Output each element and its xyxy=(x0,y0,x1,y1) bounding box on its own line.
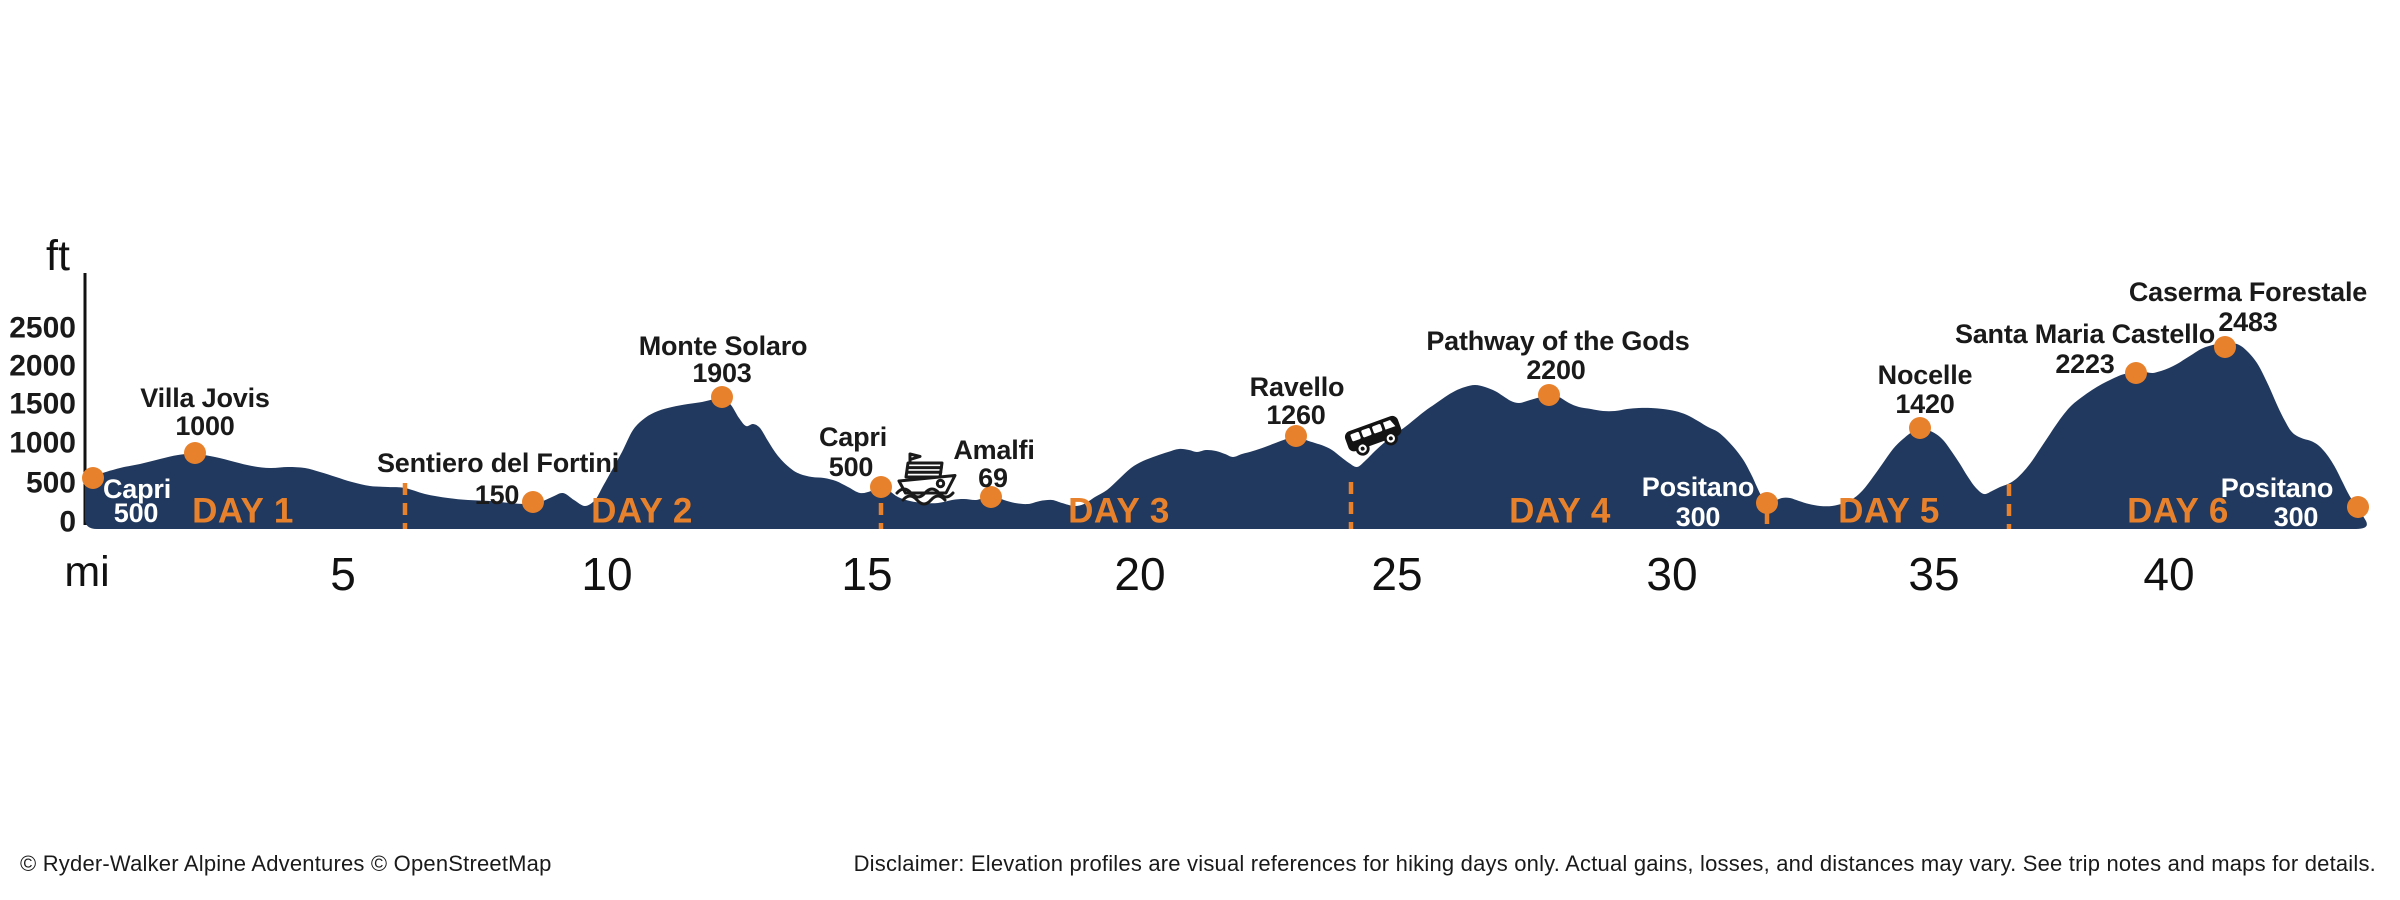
y-tick-label: 1000 xyxy=(9,427,76,460)
waypoint-elevation-ravello: 1260 xyxy=(1266,400,1325,430)
waypoint-elevation-pathway-of-the-gods: 2200 xyxy=(1526,355,1585,385)
waypoint-dot-ravello xyxy=(1285,425,1307,447)
waypoint-dot-villa-jovis xyxy=(184,442,206,464)
x-tick-label: 15 xyxy=(841,548,892,600)
waypoint-dot-pathway-of-the-gods xyxy=(1538,384,1560,406)
waypoint-elevation-sentiero-del-fortini: 150 xyxy=(475,480,519,510)
waypoint-name-amalfi: Amalfi xyxy=(953,435,1034,465)
waypoint-elevation-capri: 500 xyxy=(114,498,158,528)
x-tick-label: 35 xyxy=(1908,548,1959,600)
day-label-day-4: DAY 4 xyxy=(1509,492,1611,531)
x-axis-unit-label: mi xyxy=(64,548,109,596)
waypoint-dot-capri xyxy=(82,467,104,489)
x-tick-label: 10 xyxy=(581,548,632,600)
y-tick-label: 2000 xyxy=(9,350,76,383)
day-label-day-2: DAY 2 xyxy=(591,492,693,531)
waypoint-name-monte-solaro: Monte Solaro xyxy=(639,331,808,361)
waypoint-dot-amalfi xyxy=(980,486,1002,508)
waypoint-elevation-santa-maria-castello: 2223 xyxy=(2055,349,2114,379)
x-tick-label: 5 xyxy=(330,548,356,600)
waypoint-name-villa-jovis: Villa Jovis xyxy=(140,383,269,413)
ferry-icon xyxy=(895,452,957,506)
waypoint-elevation-nocelle: 1420 xyxy=(1895,389,1954,419)
elevation-terrain-shape xyxy=(85,342,2367,529)
attribution-text: © Ryder-Walker Alpine Adventures © OpenS… xyxy=(20,851,552,876)
day-label-day-6: DAY 6 xyxy=(2127,492,2229,531)
disclaimer-text: Disclaimer: Elevation profiles are visua… xyxy=(853,851,2376,876)
x-tick-label: 40 xyxy=(2143,548,2194,600)
day-label-day-1: DAY 1 xyxy=(192,492,294,531)
waypoint-name-capri: Capri xyxy=(819,422,887,452)
waypoint-elevation-positano: 300 xyxy=(2274,502,2318,532)
waypoint-name-santa-maria-castello: Santa Maria Castello xyxy=(1955,319,2215,349)
waypoint-name-capri: Capri xyxy=(103,474,171,504)
waypoint-elevation-caserma-forestale: 2483 xyxy=(2218,307,2277,337)
waypoint-elevation-monte-solaro: 1903 xyxy=(692,358,751,388)
y-tick-label: 2500 xyxy=(9,312,76,345)
waypoint-elevation-villa-jovis: 1000 xyxy=(175,411,234,441)
waypoint-dot-positano xyxy=(1756,492,1778,514)
y-tick-label: 500 xyxy=(26,467,76,500)
waypoint-name-pathway-of-the-gods: Pathway of the Gods xyxy=(1426,326,1689,356)
waypoint-elevation-capri: 500 xyxy=(829,452,873,482)
terrain-area xyxy=(85,342,2367,529)
x-tick-label: 25 xyxy=(1371,548,1422,600)
waypoint-name-positano: Positano xyxy=(1642,472,1754,502)
shuttle-bus-icon xyxy=(1344,415,1402,456)
waypoint-dot-positano xyxy=(2347,496,2369,518)
day-label-day-3: DAY 3 xyxy=(1068,492,1170,531)
waypoint-dot-nocelle xyxy=(1909,417,1931,439)
waypoint-dot-sentiero-del-fortini xyxy=(522,491,544,513)
day-label-day-5: DAY 5 xyxy=(1838,492,1940,531)
waypoint-dot-caserma-forestale xyxy=(2214,336,2236,358)
waypoint-dot-capri xyxy=(870,476,892,498)
y-tick-label: 0 xyxy=(59,506,76,539)
waypoint-name-positano: Positano xyxy=(2221,473,2333,503)
y-tick-label: 1500 xyxy=(9,388,76,421)
waypoint-name-sentiero-del-fortini: Sentiero del Fortini xyxy=(377,448,619,478)
waypoint-name-nocelle: Nocelle xyxy=(1878,360,1973,390)
x-tick-label: 20 xyxy=(1114,548,1165,600)
waypoint-elevation-amalfi: 69 xyxy=(978,463,1008,493)
chart-labels: ft mi 2500 2000 1500 1000 500 0 5 10 15 20 25 30 35 4… xyxy=(9,232,2367,600)
waypoint-name-ravello: Ravello xyxy=(1250,372,1345,402)
waypoint-name-caserma-forestale: Caserma Forestale xyxy=(2129,277,2367,307)
waypoint-elevation-positano: 300 xyxy=(1676,502,1720,532)
y-axis-unit-label: ft xyxy=(46,232,70,280)
day-separators-and-dots xyxy=(82,336,2369,529)
waypoint-dot-santa-maria-castello xyxy=(2125,362,2147,384)
x-tick-label: 30 xyxy=(1646,548,1697,600)
waypoint-dot-monte-solaro xyxy=(711,386,733,408)
